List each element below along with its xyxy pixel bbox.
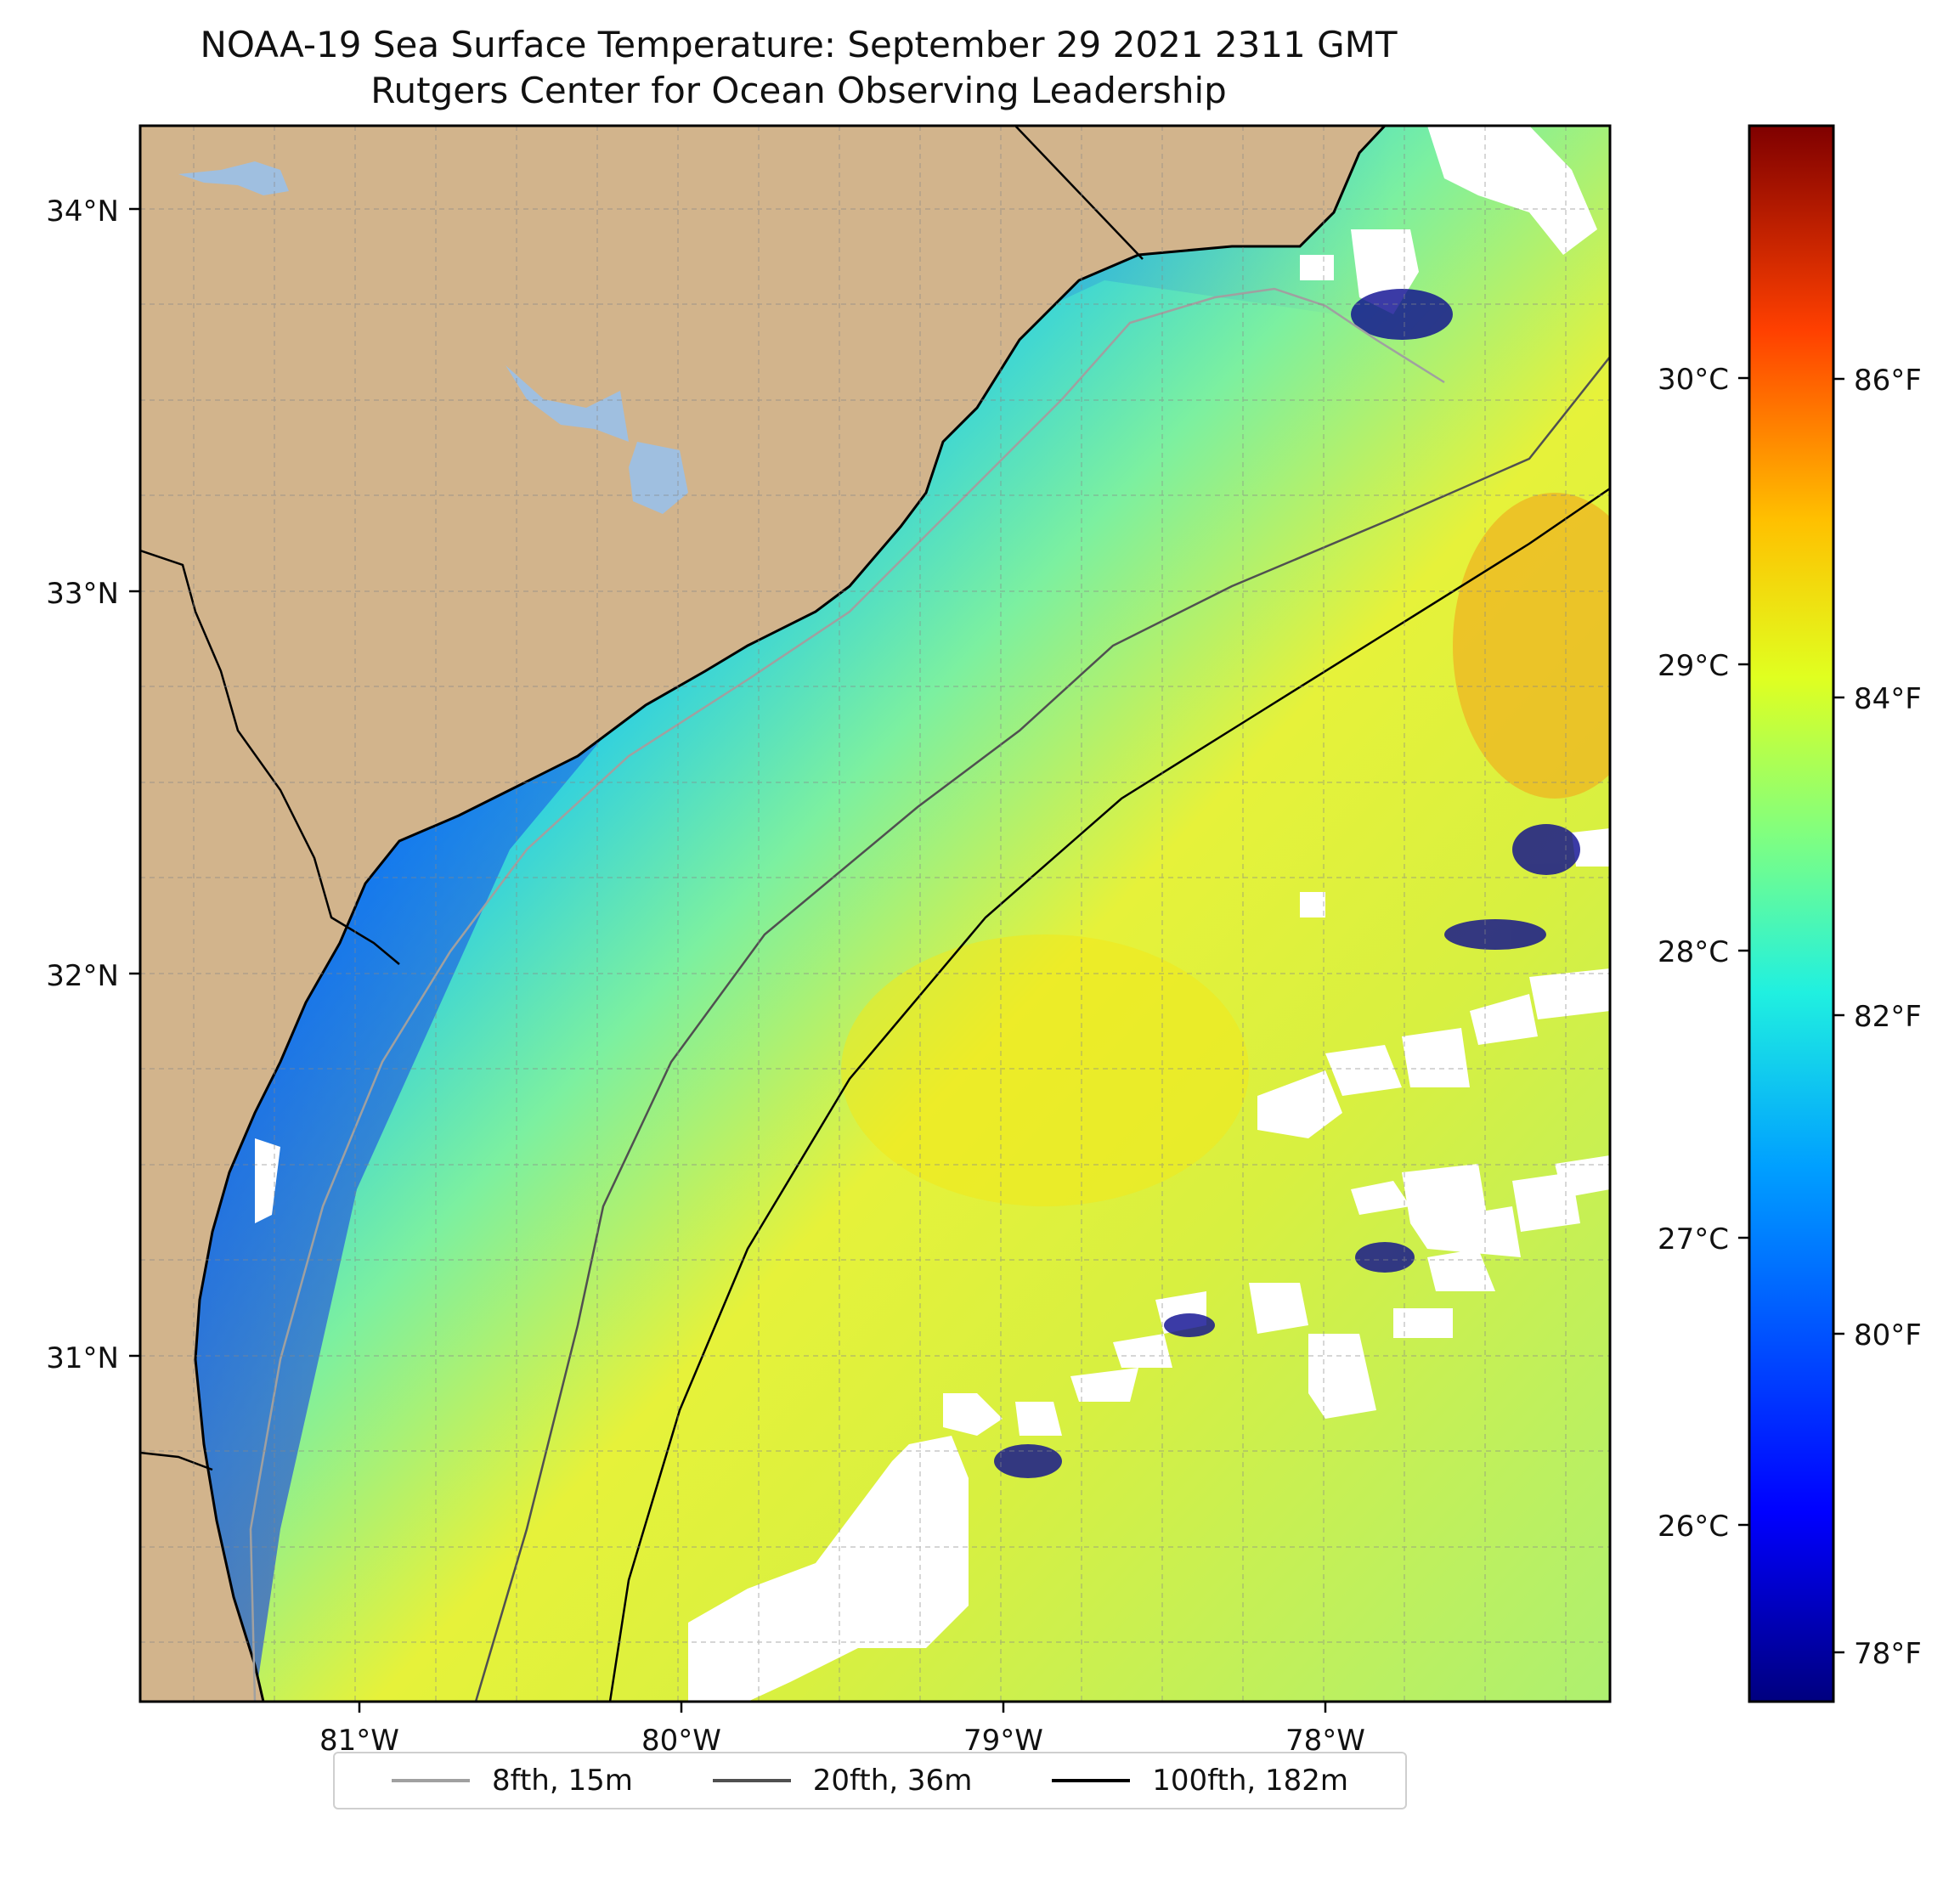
colorbar-ticks [1738, 376, 1844, 1654]
legend-entry-20fth: 20fth, 36m [712, 1764, 973, 1798]
lat-ticks [129, 207, 140, 1358]
lon-ticks [358, 1702, 1327, 1713]
legend-line-icon [1052, 1779, 1131, 1782]
fahrenheit-tick-label: 82°F [1854, 1000, 1922, 1034]
fahrenheit-tick-label: 78°F [1854, 1637, 1922, 1671]
warm-patch [1453, 493, 1610, 799]
lat-label: 34°N [46, 195, 119, 229]
lake [506, 365, 629, 442]
legend-label: 8fth, 15m [491, 1764, 633, 1798]
legend-line-icon [391, 1779, 470, 1782]
contour-legend: 8fth, 15m 20fth, 36m 100fth, 182m [333, 1752, 1407, 1809]
lat-label: 31°N [46, 1341, 119, 1375]
colorbar [1748, 124, 1835, 1703]
fahrenheit-tick-label: 80°F [1854, 1318, 1922, 1352]
contour-20fth [474, 356, 1610, 1702]
map-area [140, 126, 1610, 1702]
legend-label: 20fth, 36m [812, 1764, 973, 1798]
gridlines [140, 126, 1610, 1702]
legend-label: 100fth, 182m [1152, 1764, 1349, 1798]
fahrenheit-tick-label: 86°F [1854, 364, 1922, 398]
cold-pockets [994, 289, 1580, 1478]
lat-label: 32°N [46, 959, 119, 993]
state-border [140, 549, 400, 965]
celsius-tick-label: 26°C [1658, 1510, 1729, 1544]
land [140, 126, 1387, 1702]
warm-patch [841, 934, 1249, 1206]
celsius-tick-label: 30°C [1658, 363, 1729, 397]
legend-entry-8fth: 8fth, 15m [391, 1764, 633, 1798]
chart-subtitle: Rutgers Center for Ocean Observing Leade… [370, 70, 1227, 111]
contour-100fth [608, 487, 1610, 1702]
celsius-tick-label: 29°C [1658, 649, 1729, 683]
legend-line-icon [712, 1779, 791, 1782]
state-border [140, 1451, 213, 1471]
map-frame [138, 124, 1612, 1703]
contour-8fth [249, 287, 1445, 1702]
lat-label: 33°N [46, 577, 119, 611]
lake [629, 442, 688, 514]
celsius-tick-label: 28°C [1658, 935, 1729, 969]
chart-title: NOAA-19 Sea Surface Temperature: Septemb… [200, 24, 1398, 65]
fahrenheit-tick-label: 84°F [1854, 682, 1922, 716]
state-border [1014, 126, 1144, 260]
legend-entry-100fth: 100fth, 182m [1052, 1764, 1348, 1798]
celsius-tick-label: 27°C [1658, 1222, 1729, 1256]
lake [178, 161, 289, 195]
